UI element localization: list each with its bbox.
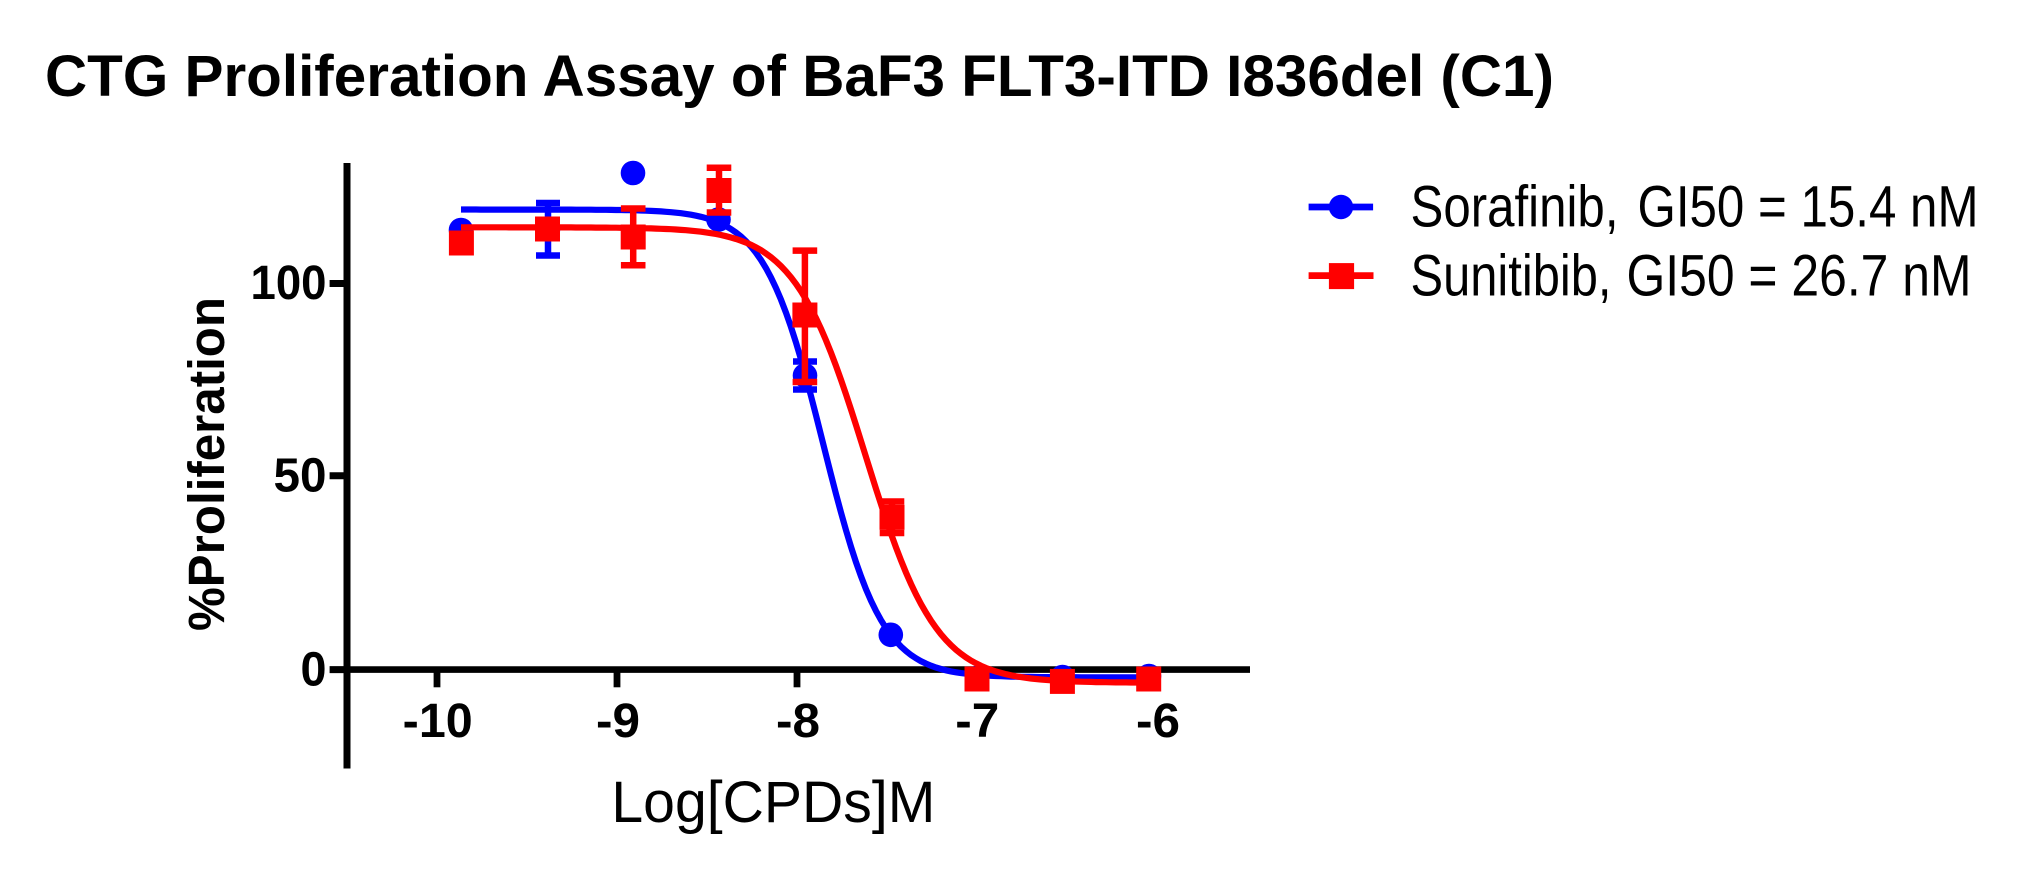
svg-text:0: 0 xyxy=(301,644,327,697)
svg-text:%Proliferation: %Proliferation xyxy=(178,297,235,631)
svg-text:100: 100 xyxy=(251,257,327,310)
svg-text:-7: -7 xyxy=(955,695,999,748)
svg-text:Sorafinib,: Sorafinib, xyxy=(1411,175,1619,240)
svg-text:GI50 = 26.7 nM: GI50 = 26.7 nM xyxy=(1627,244,1972,309)
svg-text:-8: -8 xyxy=(776,695,820,748)
svg-text:Sunitibib,: Sunitibib, xyxy=(1411,244,1612,309)
svg-text:Log[CPDs]M: Log[CPDs]M xyxy=(611,770,935,835)
svg-text:-9: -9 xyxy=(596,695,640,748)
svg-text:-10: -10 xyxy=(403,695,473,748)
svg-text:CTG Proliferation Assay of BaF: CTG Proliferation Assay of BaF3 FLT3-ITD… xyxy=(45,44,1554,109)
svg-text:50: 50 xyxy=(274,450,327,503)
svg-text:-6: -6 xyxy=(1136,695,1180,748)
svg-text:GI50 = 15.4 nM: GI50 = 15.4 nM xyxy=(1638,175,1979,240)
